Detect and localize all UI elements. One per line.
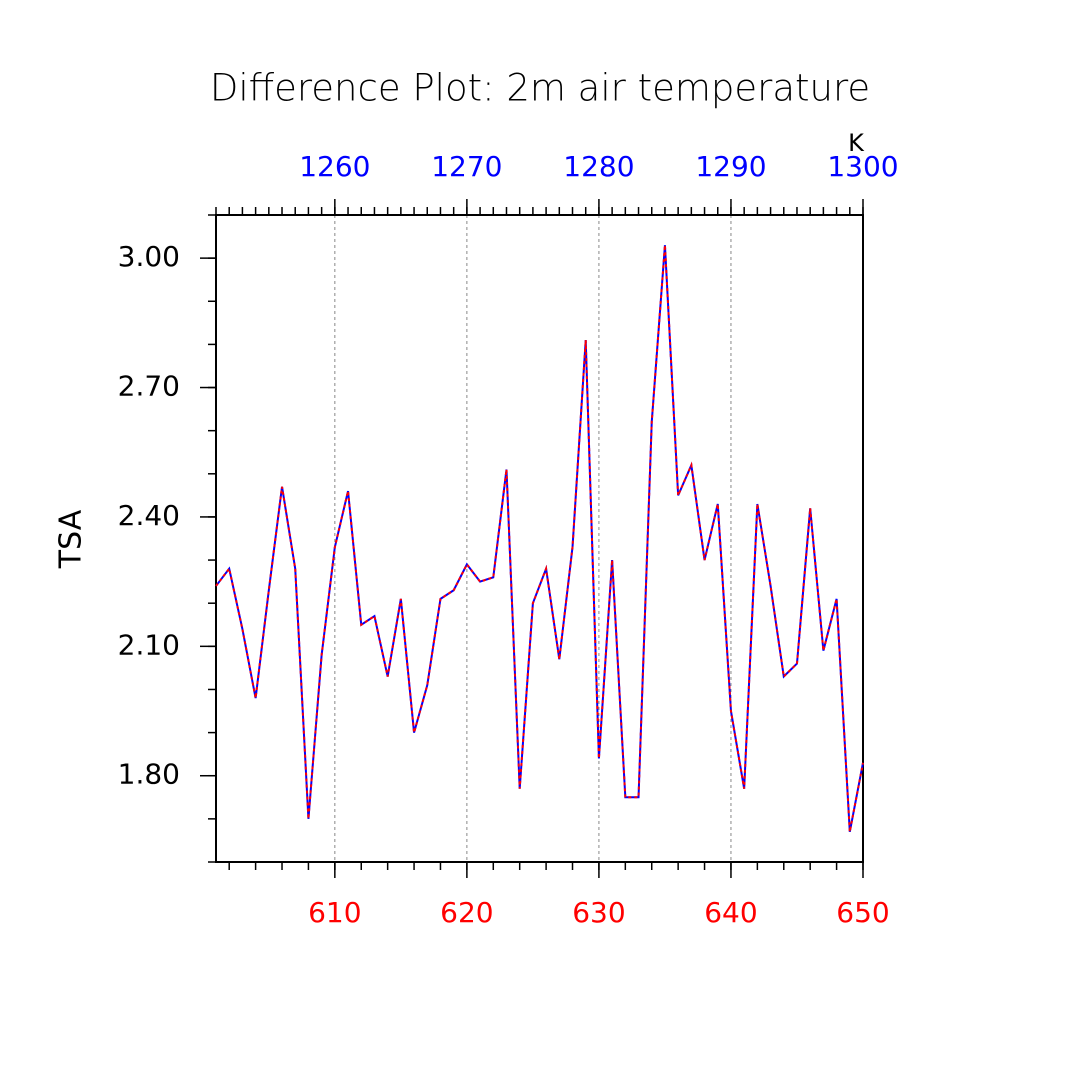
- data-line: [215, 245, 864, 832]
- plot-frame: [215, 214, 864, 863]
- x2-tick-label: 1300: [827, 150, 898, 183]
- x-tick-label: 630: [572, 896, 625, 929]
- y-tick-label: 3.00: [118, 240, 180, 273]
- x-tick-label: 620: [440, 896, 493, 929]
- y-tick-label: 2.10: [118, 628, 180, 661]
- x2-axis-label: K: [848, 129, 865, 157]
- chart-title: Difference Plot: 2m air temperature: [210, 67, 870, 110]
- x-tick-label: 610: [308, 896, 361, 929]
- x2-tick-label: 1280: [563, 150, 634, 183]
- y-tick-label: 2.40: [118, 499, 180, 532]
- data-line: [215, 245, 864, 832]
- x2-tick-label: 1270: [431, 150, 502, 183]
- y-tick-label: 1.80: [118, 758, 180, 791]
- x-tick-label: 640: [704, 896, 757, 929]
- x2-tick-label: 1260: [299, 150, 370, 183]
- x2-tick-label: 1290: [695, 150, 766, 183]
- y-tick-label: 2.70: [118, 370, 180, 403]
- y-axis-label: TSA: [54, 509, 89, 569]
- x-tick-label: 650: [836, 896, 889, 929]
